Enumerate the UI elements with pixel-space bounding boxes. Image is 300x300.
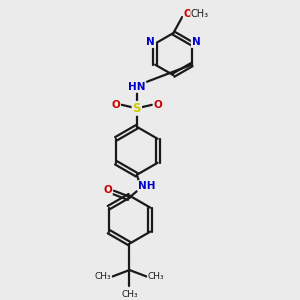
Text: S: S bbox=[133, 102, 141, 115]
Text: HN: HN bbox=[128, 82, 146, 92]
Text: O: O bbox=[111, 100, 120, 110]
Text: N: N bbox=[192, 37, 200, 47]
Text: NH: NH bbox=[138, 181, 156, 191]
Text: CH₃: CH₃ bbox=[95, 272, 111, 281]
Text: O: O bbox=[184, 9, 193, 19]
Text: O: O bbox=[103, 185, 112, 195]
Text: CH₃: CH₃ bbox=[148, 272, 164, 281]
Text: N: N bbox=[146, 37, 155, 47]
Text: O: O bbox=[154, 100, 162, 110]
Text: CH₃: CH₃ bbox=[121, 290, 138, 298]
Text: CH₃: CH₃ bbox=[191, 9, 209, 19]
